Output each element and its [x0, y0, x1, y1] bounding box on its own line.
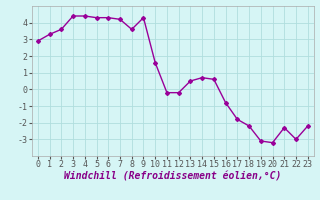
X-axis label: Windchill (Refroidissement éolien,°C): Windchill (Refroidissement éolien,°C): [64, 172, 282, 182]
